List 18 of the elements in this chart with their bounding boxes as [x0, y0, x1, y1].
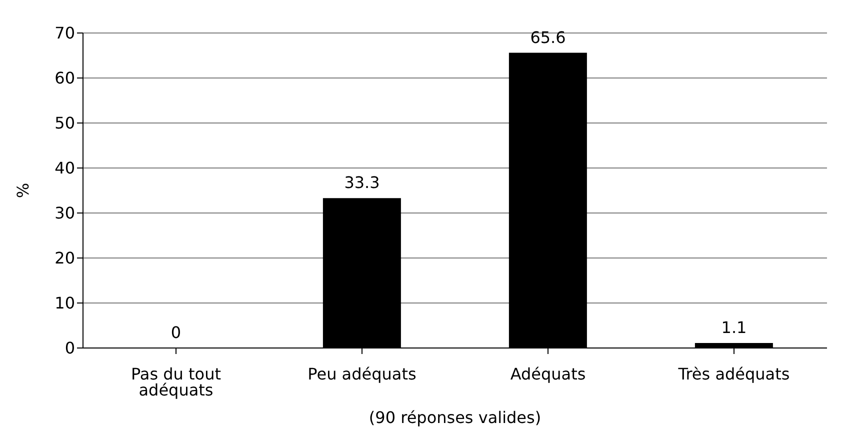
x-tick-label: Très adéquats	[677, 364, 790, 384]
x-tick-label: Adéquats	[510, 364, 586, 384]
y-axis-title: %	[14, 182, 33, 198]
data-label: 0	[170, 323, 182, 342]
y-tick-label: 40	[54, 158, 75, 178]
y-tick-label: 70	[54, 24, 75, 43]
x-tick-label: Peu adéquats	[308, 364, 416, 384]
x-axis-title: (90 réponses valides)	[368, 408, 542, 427]
x-tick-label: Pas du tout adéquats	[130, 364, 222, 400]
y-tick-label: 0	[64, 338, 75, 358]
data-label: 33.3	[344, 173, 380, 192]
data-label: 65.6	[530, 28, 566, 47]
y-tick-label: 30	[54, 204, 75, 223]
data-label: 1.1	[721, 318, 747, 338]
y-tick-label: 20	[54, 248, 75, 268]
y-tick-label: 50	[54, 114, 75, 133]
y-tick-label: 10	[54, 294, 75, 313]
y-tick-label: 60	[54, 68, 75, 88]
